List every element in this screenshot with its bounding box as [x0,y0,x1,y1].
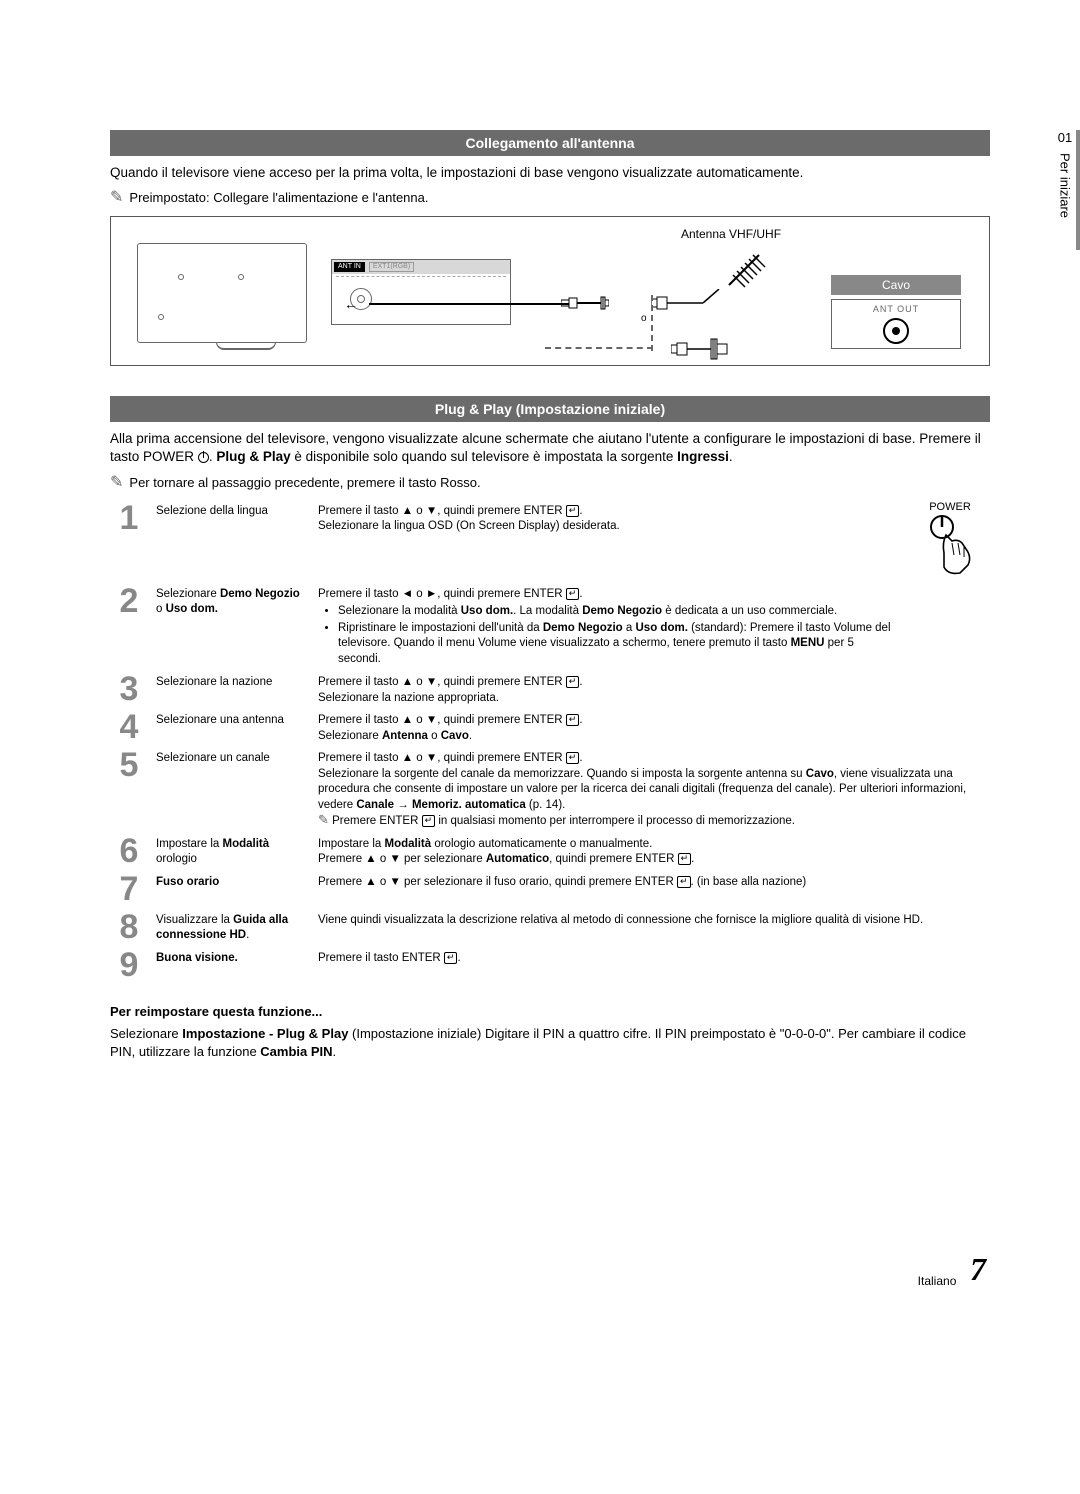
connection-diagram: ANT IN EXT1(RGB) ← o Antenna VHF/UHF [110,216,990,366]
section-heading-antenna: Collegamento all'antenna [110,130,990,156]
step-desc: Premere il tasto ENTER ↵. [318,948,990,967]
plugplay-intro: Alla prima accensione del televisore, ve… [110,430,990,466]
tv-outline [137,243,307,343]
step-number: 6 [116,834,142,868]
back-note: ✎ Per tornare al passaggio precedente, p… [110,475,990,491]
step-number: 8 [116,910,142,944]
step-row: 1 Selezione della lingua Premere il tast… [116,501,990,580]
section-heading-plugplay: Plug & Play (Impostazione iniziale) [110,396,990,422]
step-desc: Premere il tasto ▲ o ▼, quindi premere E… [318,501,896,535]
antenna-icon [719,245,769,295]
step-number: 9 [116,948,142,982]
ant-out-label: ANT OUT [836,304,956,314]
antenna-intro: Quando il televisore viene acceso per la… [110,164,990,182]
step-row: 5 Selezionare un canale Premere il tasto… [116,748,990,830]
step-title: Selezionare Demo Negozio o Uso dom. [156,584,304,617]
coax-connector-icon [561,295,609,311]
power-symbol-icon [198,452,209,463]
page-footer: Italiano 7 [110,1251,990,1288]
chapter-number: 01 [1058,130,1072,145]
preset-note: ✎ Preimpostato: Collegare l'alimentazion… [110,190,990,206]
step-title: Impostare la Modalità orologio [156,834,304,867]
enter-icon: ↵ [566,714,580,726]
note-icon: ✎ [318,812,329,827]
step-row: 8 Visualizzare la Guida alla connessione… [116,910,990,944]
cable-box: Cavo ANT OUT [831,275,961,349]
enter-icon: ↵ [566,676,580,688]
chapter-tab: 01 Per iniziare [1050,130,1080,250]
enter-icon: ↵ [566,588,580,600]
step-row: 7 Fuso orario Premere ▲ o ▼ per selezion… [116,872,990,906]
step-row: 6 Impostare la Modalità orologio Imposta… [116,834,990,868]
cavo-label: Cavo [831,275,961,295]
step-title: Fuso orario [156,872,304,890]
enter-icon: ↵ [678,853,692,865]
enter-icon: ↵ [444,952,458,964]
step-title: Buona visione. [156,948,304,966]
reset-text: Selezionare Impostazione - Plug & Play (… [110,1025,990,1061]
step-number: 3 [116,672,142,706]
step-desc: Impostare la Modalità orologio automatic… [318,834,990,868]
step-number: 2 [116,584,142,618]
steps-table: 1 Selezione della lingua Premere il tast… [116,501,990,982]
step-title: Selezionare una antenna [156,710,304,728]
step-title: Selezionare un canale [156,748,304,766]
step-desc: Premere ▲ o ▼ per selezionare il fuso or… [318,872,990,891]
power-column: POWER [910,501,990,580]
step-number: 5 [116,748,142,782]
back-note-text: Per tornare al passaggio precedente, pre… [129,475,480,490]
footer-page-number: 7 [970,1251,986,1288]
reset-heading: Per reimpostare questa funzione... [110,1004,990,1019]
ant-in-label: ANT IN [334,262,365,272]
step-desc: Premere il tasto ▲ o ▼, quindi premere E… [318,710,990,744]
enter-icon: ↵ [566,752,580,764]
step-row: 9 Buona visione. Premere il tasto ENTER … [116,948,990,982]
step-row: 3 Selezionare la nazione Premere il tast… [116,672,990,706]
step-number: 7 [116,872,142,906]
footer-language: Italiano [918,1274,957,1288]
rear-panel: ANT IN EXT1(RGB) ← [331,259,511,325]
antenna-vhf-uhf-label: Antenna VHF/UHF [681,227,781,241]
step-desc: Premere il tasto ▲ o ▼, quindi premere E… [318,672,990,706]
enter-icon: ↵ [566,505,580,517]
step-title: Selezione della lingua [156,501,304,519]
coax-port-icon [883,318,909,344]
step-row: 4 Selezionare una antenna Premere il tas… [116,710,990,744]
step-number: 4 [116,710,142,744]
note-icon: ✎ [110,475,123,491]
ext1-label: EXT1(RGB) [369,262,414,272]
note-icon: ✎ [110,190,123,206]
preset-note-text: Preimpostato: Collegare l'alimentazione … [129,190,428,205]
step-desc: Premere il tasto ◄ o ►, quindi premere E… [318,584,896,669]
step-title: Visualizzare la Guida alla connessione H… [156,910,304,943]
step-desc: Premere il tasto ▲ o ▼, quindi premere E… [318,748,990,830]
step-row: 2 Selezionare Demo Negozio o Uso dom. Pr… [116,584,990,669]
wall-connector-icon [671,335,731,363]
enter-icon: ↵ [422,815,436,827]
step-number: 1 [116,501,142,535]
enter-icon: ↵ [677,876,691,888]
step-title: Selezionare la nazione [156,672,304,690]
coax-cable [369,303,569,305]
power-hand-icon [910,513,990,580]
step-desc: Viene quindi visualizzata la descrizione… [318,910,990,929]
or-label: o [641,313,647,324]
chapter-label: Per iniziare [1058,153,1073,218]
